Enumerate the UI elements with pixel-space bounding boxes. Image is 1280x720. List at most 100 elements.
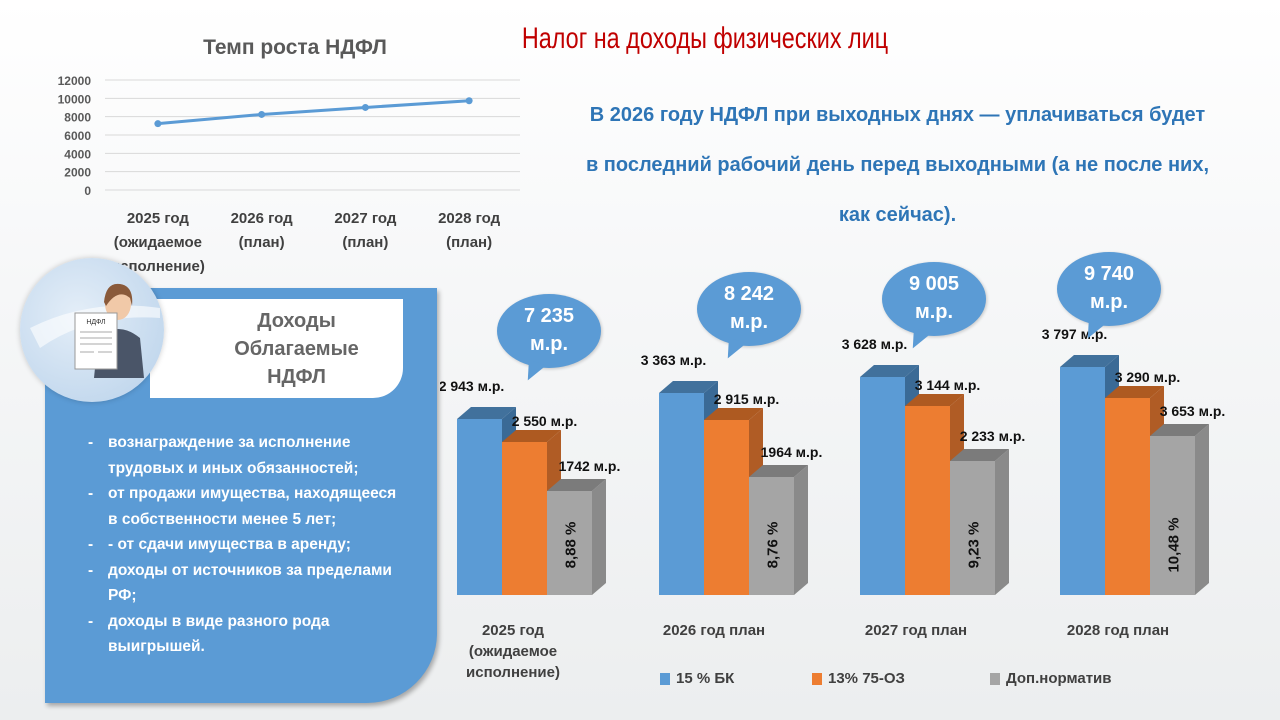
list-item: - от сдачи имущества в аренду; bbox=[88, 532, 408, 558]
total-bubble: 9 740 м.р. bbox=[1057, 252, 1161, 326]
bar-value-label: 1964 м.р. bbox=[761, 444, 823, 460]
x-tick-label: 2027 год bbox=[334, 210, 397, 227]
bar-top bbox=[1060, 355, 1119, 367]
bar-value-label: 2 550 м.р. bbox=[512, 413, 578, 429]
bar-value-label: 2 943 м.р. bbox=[440, 378, 504, 394]
data-point bbox=[465, 97, 473, 105]
legend-label: 15 % БК bbox=[676, 670, 735, 687]
bar-side bbox=[995, 449, 1009, 595]
bar-side bbox=[1195, 424, 1209, 595]
category-line: исполнение) bbox=[466, 664, 560, 681]
bar-value-label: 3 144 м.р. bbox=[915, 377, 981, 393]
bar-1-front bbox=[905, 406, 950, 595]
x-tick-label: (план) bbox=[342, 234, 388, 251]
data-point bbox=[361, 103, 369, 111]
legend-item-75oz: 13% 75-ОЗ bbox=[812, 670, 905, 687]
bar-top bbox=[502, 430, 561, 442]
list-item: вознаграждение за исполнение трудовых и … bbox=[88, 430, 408, 481]
bar-value-label: 1742 м.р. bbox=[559, 458, 621, 474]
bar-top bbox=[1150, 424, 1209, 436]
bar-value-label: 3 653 м.р. bbox=[1160, 403, 1226, 419]
y-tick-label: 2000 bbox=[64, 166, 91, 180]
data-point bbox=[154, 120, 162, 128]
total-label: м.р. bbox=[529, 333, 569, 355]
y-tick-label: 8000 bbox=[64, 111, 91, 125]
category-line: (ожидаемое bbox=[468, 643, 558, 660]
ndfl-document-icon bbox=[74, 312, 118, 370]
bar-side bbox=[794, 465, 808, 595]
total-label: 8 242 bbox=[723, 283, 775, 305]
bar-value-label: 2 233 м.р. bbox=[960, 428, 1026, 444]
panel-heading: Доходы Облагаемые НДФЛ bbox=[150, 299, 403, 398]
bar-side bbox=[592, 479, 606, 595]
x-category-label: 2027 год план bbox=[836, 620, 996, 641]
y-tick-label: 0 bbox=[84, 184, 91, 198]
total-bubble: 7 235 м.р. bbox=[497, 294, 601, 368]
percent-label: 8,88 % bbox=[563, 522, 580, 569]
total-label: 9 005 bbox=[908, 273, 960, 295]
line-chart-title: Темп роста НДФЛ bbox=[203, 36, 387, 59]
total-label: 9 740 bbox=[1083, 263, 1135, 285]
x-tick-label: (ожидаемое bbox=[114, 234, 202, 251]
bar-top bbox=[749, 465, 808, 477]
page-title: Налог на доходы физических лиц bbox=[521, 22, 889, 55]
panel-heading-line: НДФЛ bbox=[267, 366, 326, 388]
bar-top bbox=[704, 408, 763, 420]
percent-label: 8,76 % bbox=[765, 522, 782, 569]
data-point bbox=[258, 110, 266, 118]
document-label: НДФЛ bbox=[86, 319, 106, 326]
bar-0-front bbox=[659, 393, 704, 595]
y-tick-label: 12000 bbox=[58, 74, 92, 88]
bar-top bbox=[950, 449, 1009, 461]
bar-1-front bbox=[704, 420, 749, 595]
x-category-label: 2028 год план bbox=[1038, 620, 1198, 641]
bar-top bbox=[659, 381, 718, 393]
x-tick-label: 2025 год bbox=[127, 210, 190, 227]
x-tick-label: исполнение) bbox=[111, 258, 205, 275]
panel-heading-line: Облагаемые bbox=[234, 338, 359, 360]
legend-item-dop: Доп.норматив bbox=[990, 670, 1111, 687]
growth-line-chart: 0 2000 4000 6000 8000 10000 12000 2025 год (ожид… bbox=[58, 74, 520, 275]
bar-0-front bbox=[457, 419, 502, 595]
x-tick-label: (план) bbox=[446, 234, 492, 251]
tax-bar-chart: 2 943 м.р.3 363 м.р.3 628 м.р.3 797 м.р.… bbox=[440, 326, 1226, 595]
bar-1-front bbox=[502, 442, 547, 595]
bar-value-label: 3 290 м.р. bbox=[1115, 369, 1181, 385]
legend-label: Доп.норматив bbox=[1006, 670, 1112, 687]
series-line bbox=[157, 99, 470, 126]
legend-swatch bbox=[990, 672, 1000, 685]
bar-2-front bbox=[1150, 436, 1195, 595]
percent-label: 10,48 % bbox=[1166, 517, 1183, 572]
bar-value-label: 3 628 м.р. bbox=[842, 336, 908, 352]
bar-0-front bbox=[860, 377, 905, 595]
bar-1-front bbox=[1105, 398, 1150, 595]
list-item: от продажи имущества, находящееся в собс… bbox=[88, 481, 408, 532]
total-label: м.р. bbox=[1089, 291, 1129, 313]
woman-document-illustration-icon: НДФЛ bbox=[20, 258, 164, 402]
bar-2-front bbox=[749, 477, 794, 595]
percent-label: 9,23 % bbox=[966, 522, 983, 569]
bar-value-label: 2 915 м.р. bbox=[714, 391, 780, 407]
y-tick-label: 10000 bbox=[58, 92, 92, 106]
taxable-income-list: вознаграждение за исполнение трудовых и … bbox=[88, 430, 408, 660]
bar-2-front bbox=[547, 491, 592, 595]
list-item: доходы от источников за пределами РФ; bbox=[88, 558, 408, 609]
bar-0-front bbox=[1060, 367, 1105, 595]
total-label: 7 235 bbox=[523, 305, 575, 327]
bar-top bbox=[860, 365, 919, 377]
category-line: 2027 год план bbox=[864, 622, 968, 639]
total-bubble: 9 005 м.р. bbox=[882, 262, 986, 336]
x-category-label: 2025 год (ожидаемое исполнение) bbox=[433, 620, 593, 683]
bar-2-front bbox=[950, 461, 995, 595]
y-tick-label: 4000 bbox=[64, 147, 91, 161]
bar-top bbox=[1105, 386, 1164, 398]
legend-item-bk: 15 % БК bbox=[660, 670, 734, 687]
total-bubble: 8 242 м.р. bbox=[697, 272, 801, 346]
x-tick-label: 2028 год bbox=[438, 210, 501, 227]
x-tick-label: (план) bbox=[239, 234, 285, 251]
bar-value-label: 3 363 м.р. bbox=[641, 352, 707, 368]
bar-top bbox=[457, 407, 516, 419]
category-line: 2025 год bbox=[481, 622, 545, 639]
total-label: м.р. bbox=[729, 311, 769, 333]
bar-top bbox=[547, 479, 606, 491]
